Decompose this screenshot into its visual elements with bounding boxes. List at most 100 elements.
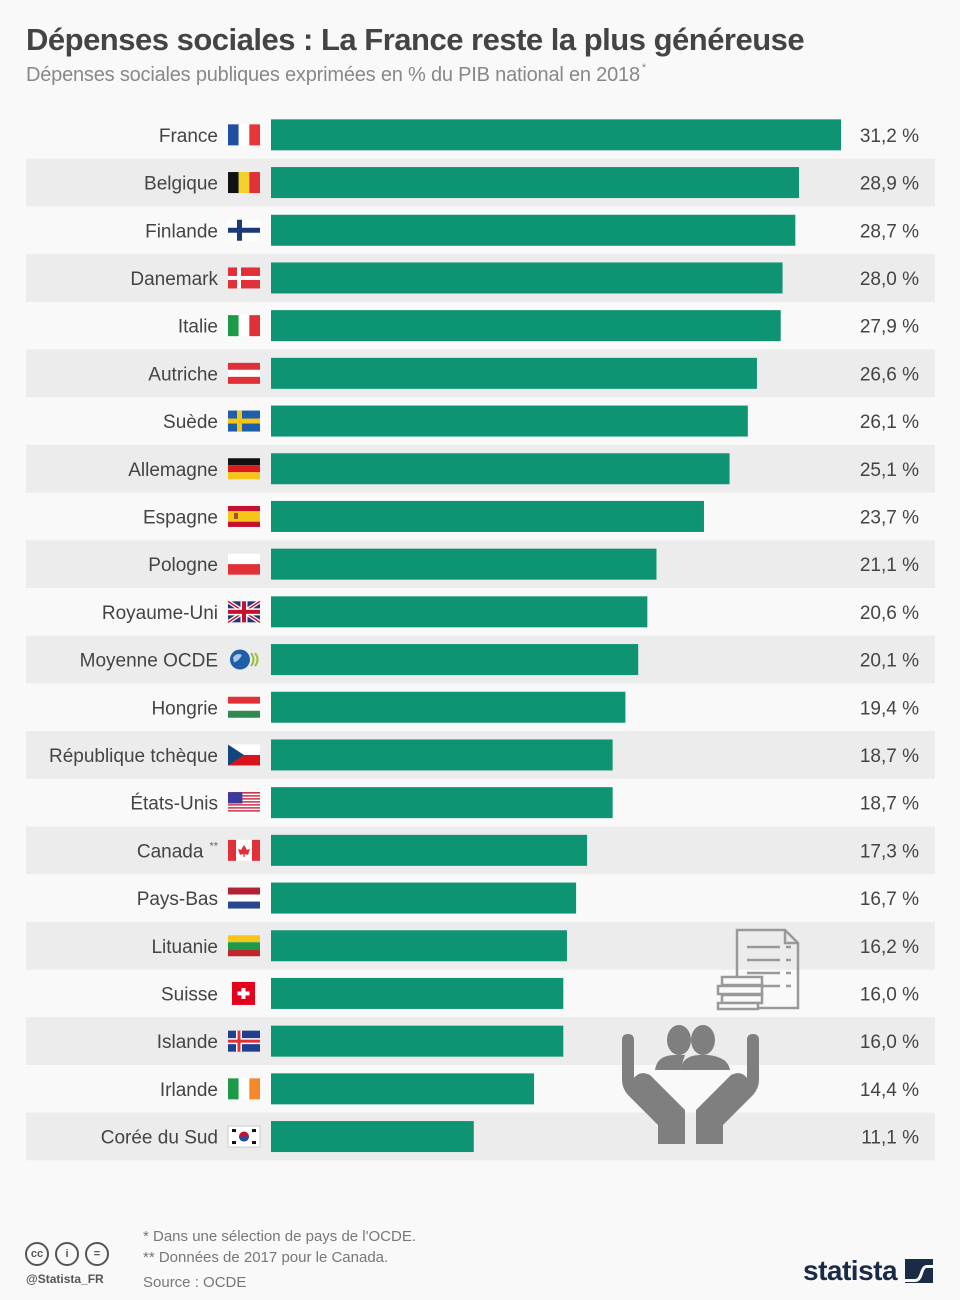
bar xyxy=(271,691,626,723)
bar xyxy=(271,644,639,676)
category-label: Suède xyxy=(163,412,218,433)
bar-chart: France 31,2 % Belgique 28,9 % Finlande 28,7 %… xyxy=(26,119,935,1161)
statista-logo-mark-icon xyxy=(905,1259,934,1283)
bar xyxy=(271,596,648,628)
creative-commons-icon: cc xyxy=(25,1242,49,1266)
dk-flag-icon xyxy=(228,267,260,289)
category-label: Belgique xyxy=(144,174,218,195)
pl-flag-icon xyxy=(228,553,260,575)
footnotes: * Dans une sélection de pays de l'OCDE. … xyxy=(143,1226,416,1293)
chart-subtitle: Dépenses sociales publiques exprimées en… xyxy=(26,62,646,87)
ie-flag-icon xyxy=(228,1078,260,1100)
category-label: Allemagne xyxy=(128,460,218,481)
value-label: 18,7 % xyxy=(860,794,919,815)
value-label: 16,7 % xyxy=(860,889,919,910)
hu-flag-icon xyxy=(228,696,260,718)
at-flag-icon xyxy=(228,362,260,384)
value-label: 16,0 % xyxy=(860,1032,919,1053)
category-label: Hongrie xyxy=(151,698,218,719)
category-label: Corée du Sud xyxy=(101,1128,218,1149)
bar xyxy=(271,357,757,389)
value-label: 31,2 % xyxy=(860,126,919,147)
us-flag-icon xyxy=(228,792,260,814)
category-label: Moyenne OCDE xyxy=(80,651,218,672)
subtitle-text: Dépenses sociales publiques exprimées en… xyxy=(26,64,640,86)
es-flag-icon xyxy=(228,505,260,527)
value-label: 23,7 % xyxy=(860,507,919,528)
oecd-flag-icon xyxy=(230,649,259,670)
value-label: 28,9 % xyxy=(860,174,919,195)
category-label: États-Unis xyxy=(130,794,218,815)
bar xyxy=(271,119,841,151)
value-label: 26,6 % xyxy=(860,364,919,385)
category-label: Islande xyxy=(157,1032,218,1053)
value-label: 25,1 % xyxy=(860,460,919,481)
category-label: Pologne xyxy=(148,555,218,576)
category-label: Suisse xyxy=(161,984,218,1005)
nl-flag-icon xyxy=(228,887,260,909)
category-label: Italie xyxy=(178,317,218,338)
category-label: Finlande xyxy=(145,221,218,242)
value-label: 11,1 % xyxy=(861,1128,919,1149)
category-label: Irlande xyxy=(160,1080,218,1101)
footnote-2: ** Données de 2017 pour le Canada. xyxy=(143,1249,389,1266)
kr-flag-icon xyxy=(227,1125,261,1148)
bar xyxy=(271,977,564,1009)
bar xyxy=(271,1121,474,1153)
value-label: 16,2 % xyxy=(860,937,919,958)
se-flag-icon xyxy=(228,410,260,432)
bar xyxy=(271,214,796,246)
value-label: 21,1 % xyxy=(860,555,919,576)
value-label: 16,0 % xyxy=(860,984,919,1005)
category-label: Royaume-Uni xyxy=(102,603,218,624)
value-label: 27,9 % xyxy=(860,317,919,338)
cz-flag-icon xyxy=(228,744,260,766)
bar xyxy=(271,262,783,294)
document-coins-icon xyxy=(716,928,800,1011)
bar xyxy=(271,1073,535,1105)
bar xyxy=(271,500,704,532)
attribution-icon: i xyxy=(55,1242,79,1266)
category-label: Lituanie xyxy=(151,937,218,958)
category-label: République tchèque xyxy=(49,746,218,767)
ch-flag-icon xyxy=(232,981,255,1005)
bar xyxy=(271,453,730,485)
statista-logo-text: statista xyxy=(803,1255,898,1286)
bar xyxy=(271,1025,564,1057)
it-flag-icon xyxy=(228,315,260,337)
lt-flag-icon xyxy=(228,935,260,957)
subtitle-footnote-mark: * xyxy=(641,62,646,74)
value-label: 28,0 % xyxy=(860,269,919,290)
is-flag-icon xyxy=(228,1030,260,1052)
category-label: Canada ** xyxy=(137,840,219,862)
fr-flag-icon xyxy=(228,124,260,146)
bar xyxy=(271,405,748,437)
value-label: 20,1 % xyxy=(860,651,919,672)
twitter-handle: @Statista_FR xyxy=(26,1272,104,1286)
bar xyxy=(271,310,781,342)
statista-logo: statista xyxy=(803,1255,934,1287)
bar xyxy=(271,834,588,866)
category-label: Pays-Bas xyxy=(137,889,218,910)
bar xyxy=(271,548,657,580)
license-icons: cc i = xyxy=(25,1242,109,1266)
chart-title: Dépenses sociales : La France reste la p… xyxy=(26,22,805,57)
bar xyxy=(271,787,613,819)
no-derivatives-icon: = xyxy=(85,1242,109,1266)
row-stripe xyxy=(26,1112,935,1161)
fi-flag-icon xyxy=(228,219,260,241)
hands-people-icon xyxy=(622,1025,759,1144)
category-footnote-mark: ** xyxy=(209,840,218,852)
ca-flag-icon xyxy=(228,839,260,861)
value-label: 20,6 % xyxy=(860,603,919,624)
bar xyxy=(271,882,577,914)
footnote-1: * Dans une sélection de pays de l'OCDE. xyxy=(143,1228,417,1245)
bar xyxy=(271,739,613,771)
category-label: Danemark xyxy=(130,269,218,290)
value-label: 18,7 % xyxy=(860,746,919,767)
de-flag-icon xyxy=(228,458,260,480)
category-label: Espagne xyxy=(143,507,218,528)
value-label: 28,7 % xyxy=(860,221,919,242)
bar xyxy=(271,167,799,199)
value-label: 14,4 % xyxy=(860,1080,919,1101)
